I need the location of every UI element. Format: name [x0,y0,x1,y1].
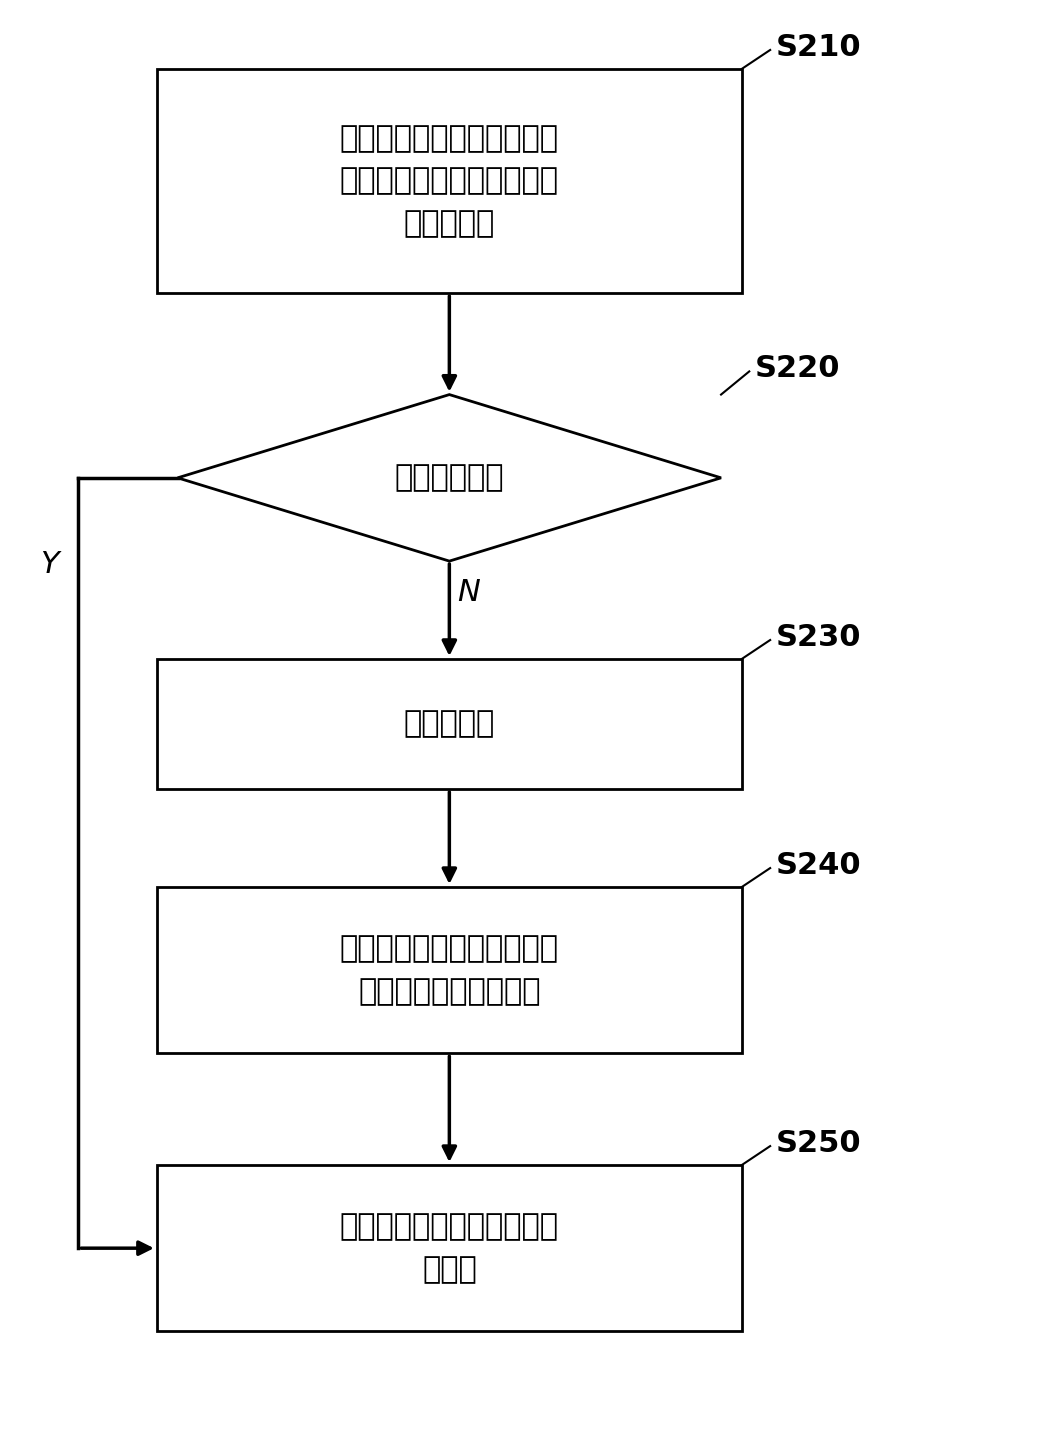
Text: S240: S240 [775,850,861,879]
Text: 配置类信息: 配置类信息 [403,710,495,738]
Text: Y: Y [40,550,59,579]
Text: S250: S250 [775,1128,861,1158]
Text: N: N [457,579,480,608]
Text: 根据配置的类信息将刚体数
据加入链表队列的尾端: 根据配置的类信息将刚体数 据加入链表队列的尾端 [340,934,559,1006]
Text: S220: S220 [754,353,840,382]
Polygon shape [178,394,721,560]
Bar [157,886,742,1054]
Text: 头指针为空？: 头指针为空？ [395,463,504,492]
Bar [157,659,742,789]
Text: S210: S210 [775,32,861,61]
Bar [157,68,742,292]
Text: 创建与延迟对象关联的类信
息，设置一个头指针且与类
信息相对应: 创建与延迟对象关联的类信 息，设置一个头指针且与类 信息相对应 [340,123,559,239]
Text: 配置类信息，将头指针指向
类信息: 配置类信息，将头指针指向 类信息 [340,1212,559,1284]
Bar [157,1164,742,1332]
Text: S230: S230 [775,623,861,652]
